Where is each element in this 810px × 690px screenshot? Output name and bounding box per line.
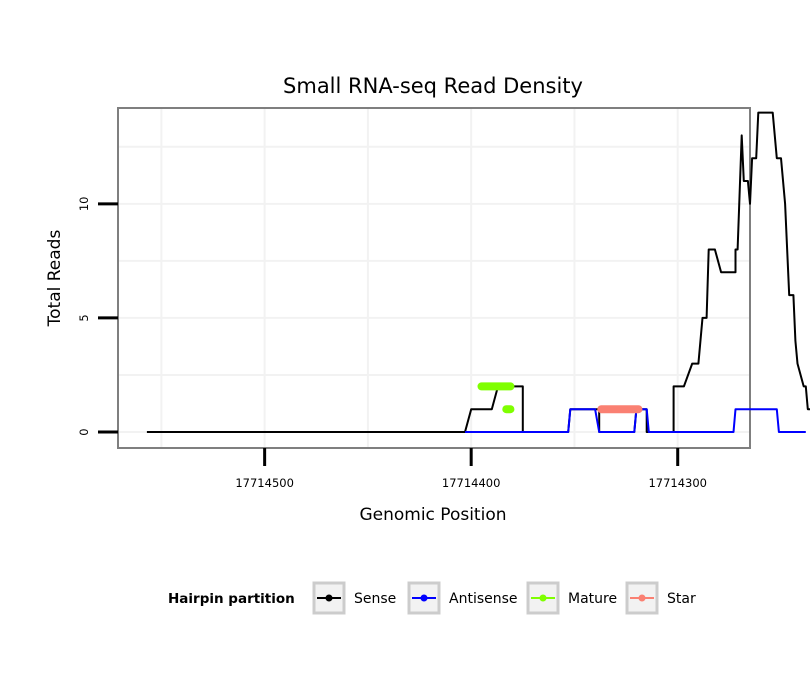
legend-title: Hairpin partition: [168, 591, 295, 607]
legend-key-point: [539, 594, 547, 602]
y-tick-label: 10: [77, 197, 91, 212]
x-axis-title: Genomic Position: [359, 505, 506, 525]
series-line-antisense: [465, 408, 806, 433]
y-axis-title: Total Reads: [45, 230, 65, 328]
x-tick-label: 17714400: [442, 476, 501, 490]
legend-label-sense: Sense: [354, 591, 396, 607]
legend: Hairpin partition Sense Antisense Mature St…: [168, 581, 696, 615]
legend-label-antisense: Antisense: [449, 591, 518, 607]
y-tick-label: 0: [77, 428, 91, 435]
series-layer: [146, 111, 810, 433]
x-axis: 17714500 17714400 17714300: [235, 448, 707, 490]
legend-key-mature: [526, 581, 560, 615]
legend-key-point: [420, 594, 428, 602]
plot-panel: [117, 107, 751, 449]
chart-title: Small RNA-seq Read Density: [283, 74, 583, 98]
legend-key-point: [638, 594, 646, 602]
legend-label-mature: Mature: [568, 591, 617, 607]
x-tick-label: 17714500: [235, 476, 294, 490]
y-axis: 0 5 10: [77, 197, 118, 436]
legend-label-star: Star: [667, 591, 696, 607]
y-tick-label: 5: [77, 314, 91, 321]
series-line-sense: [146, 111, 810, 433]
x-tick-label: 17714300: [648, 476, 707, 490]
legend-key-point: [325, 594, 333, 602]
